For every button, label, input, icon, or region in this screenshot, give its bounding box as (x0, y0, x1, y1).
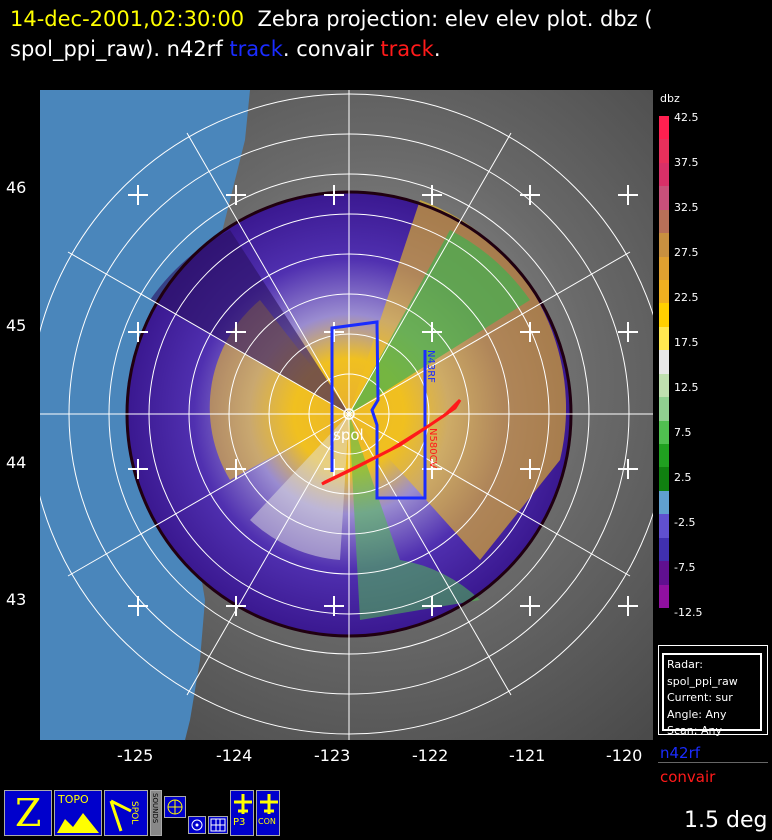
p3-label: P3 (233, 817, 246, 828)
colorbar-label: 37.5 (674, 156, 699, 169)
spol-ppi-button[interactable]: SPOL (104, 790, 148, 836)
colorbar-label: 12.5 (674, 381, 699, 394)
convair-button[interactable]: CON (256, 790, 280, 836)
airplane-icon (234, 794, 252, 814)
lat-label: 44 (6, 453, 27, 472)
title-period: . (433, 37, 441, 61)
colorbar-swatch (659, 420, 669, 445)
colorbar-swatch (659, 537, 669, 562)
radar-site-icon (343, 408, 355, 420)
colorbar-label: 32.5 (674, 201, 699, 214)
colorbar-label: 7.5 (674, 426, 692, 439)
convair-track-label: N580CV (427, 428, 438, 469)
title-datetime: 14-dec-2001,02:30:00 (10, 7, 245, 31)
grid-icon (210, 818, 226, 832)
legend-convair[interactable]: convair (660, 768, 716, 786)
radar-info-box: Radar: spol_ppi_raw Current: sur Angle: … (658, 645, 768, 737)
info-current: Current: sur (667, 691, 733, 704)
colorbar-swatch (659, 139, 669, 164)
colorbar-label: -7.5 (674, 561, 696, 574)
lat-label: 45 (6, 316, 27, 335)
rings-button[interactable] (188, 816, 206, 834)
convair-track[interactable] (321, 398, 462, 486)
p3-button[interactable]: P3 (230, 790, 254, 836)
overlay-button[interactable] (164, 796, 186, 818)
colorbar-swatch (659, 490, 669, 515)
title-track-n42rf[interactable]: track (229, 37, 283, 61)
colorbar-swatch (659, 444, 669, 468)
zebra-icon: Z (15, 791, 42, 835)
colorbar-swatch (659, 373, 669, 398)
colorbar-label: 42.5 (674, 111, 699, 124)
convair-label: CON (258, 817, 276, 826)
colorbar-swatch (659, 256, 669, 281)
topo-icon (57, 813, 99, 833)
lat-label: 46 (6, 178, 27, 197)
colorbar-unit: dbz (660, 92, 680, 105)
lon-label: -122 (412, 746, 449, 765)
rings-icon (191, 819, 203, 831)
lon-label: -121 (509, 746, 546, 765)
colorbar-swatch (659, 186, 669, 211)
radar-site-label: spol (333, 426, 364, 444)
colorbar-swatch (659, 233, 669, 258)
title-track-convair[interactable]: track (380, 37, 434, 61)
colorbar-swatch (659, 584, 669, 609)
n42rf-track[interactable] (330, 320, 427, 500)
colorbar-label: 17.5 (674, 336, 699, 349)
n42rf-track-label: N43RF (425, 350, 436, 383)
topo-button[interactable]: TOPO (54, 790, 102, 836)
sounds-button[interactable]: SOUNDS (150, 790, 162, 836)
compass-icon (167, 799, 183, 815)
info-angle: Angle: Any (667, 707, 727, 721)
lon-label: -124 (216, 746, 253, 765)
colorbar-swatch (659, 116, 669, 140)
title-projection: Zebra projection: elev elev plot. dbz ( (257, 7, 653, 31)
colorbar-label: -2.5 (674, 516, 696, 529)
title-convair: . convair (282, 37, 374, 61)
info-radar: Radar: spol_ppi_raw (667, 658, 738, 688)
colorbar-label: 22.5 (674, 291, 699, 304)
colorbar-swatch (659, 561, 669, 586)
colorbar-swatch (659, 350, 669, 375)
lon-label: -120 (606, 746, 643, 765)
radar-dish-icon (109, 799, 132, 832)
info-scan: Scan: Any (667, 724, 722, 737)
title-source: spol_ppi_raw). n42rf (10, 37, 223, 61)
colorbar-label: 27.5 (674, 246, 699, 259)
lon-label: -123 (314, 746, 351, 765)
colorbar-swatch (659, 209, 669, 234)
colorbar-label: -12.5 (674, 606, 703, 619)
elevation-angle: 1.5 deg (684, 808, 768, 833)
topo-label: TOPO (58, 793, 89, 806)
colorbar-swatch (659, 467, 669, 492)
lon-label: -125 (117, 746, 154, 765)
legend-n42rf[interactable]: n42rf (660, 744, 701, 762)
grid-button[interactable] (208, 816, 228, 834)
colorbar-swatch (659, 397, 669, 422)
plot-title: 14-dec-2001,02:30:00 Zebra projection: e… (10, 4, 653, 64)
colorbar-label: 2.5 (674, 471, 692, 484)
colorbar-swatch (659, 162, 669, 187)
spol-label: SPOL (129, 801, 139, 825)
colorbar-swatch (659, 280, 669, 304)
colorbar-swatch (659, 326, 669, 351)
lat-label: 43 (6, 590, 27, 609)
sounds-label: SOUNDS (151, 793, 159, 824)
airplane-icon (260, 794, 278, 814)
colorbar-swatch (659, 514, 669, 539)
colorbar-swatch (659, 303, 669, 328)
zebra-button[interactable]: Z (4, 790, 52, 836)
